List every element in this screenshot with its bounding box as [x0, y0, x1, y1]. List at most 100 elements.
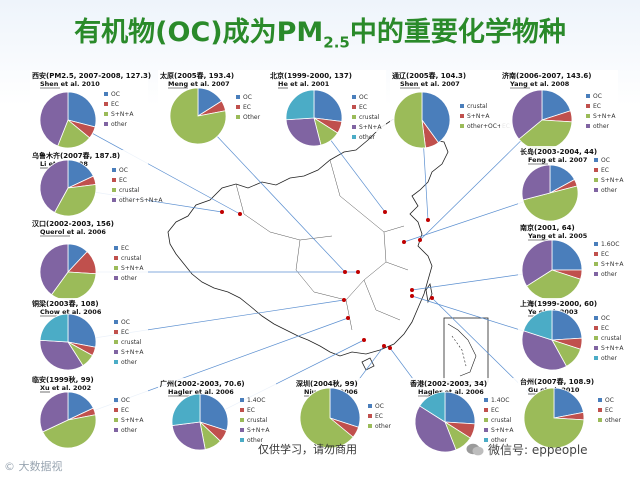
pie-panel: 北京(1999-2000, 137)He et al. 2001 OC EC crus… [268, 70, 386, 147]
pie-reference: Shen et al. 2007 [400, 80, 460, 88]
legend-swatch [352, 95, 356, 99]
legend-swatch [114, 360, 118, 364]
pie-slice [419, 391, 446, 423]
city-marker [430, 296, 434, 300]
pie-slice [171, 421, 206, 451]
legend-label: crustal [247, 417, 268, 424]
pie-slice [39, 313, 69, 343]
legend-label: OC [605, 397, 614, 404]
legend-swatch [594, 188, 598, 192]
pie-slice [39, 159, 69, 214]
legend-swatch [104, 92, 108, 96]
pie-slice [522, 309, 553, 341]
pie-heading: 临安(1999秋, 99) [32, 375, 94, 384]
pie-slice [551, 239, 583, 271]
legend-label: EC [605, 407, 613, 414]
legend-swatch [586, 124, 590, 128]
legend-label: crustal [119, 187, 140, 194]
legend-label: other+OC+EC [467, 123, 510, 130]
city-marker [383, 210, 387, 214]
legend-label: other [247, 437, 264, 444]
legend-swatch [114, 256, 118, 260]
legend-swatch [352, 125, 356, 129]
pie-heading: 太原(2005春, 193.4) [160, 71, 234, 80]
leader-line [67, 119, 241, 215]
inset-coastline [447, 323, 477, 377]
pie-reference: Feng et al. 2007 [528, 156, 587, 164]
legend-label: OC [111, 91, 120, 98]
pie-slice [521, 164, 551, 201]
legend-label: EC [111, 101, 119, 108]
pie-reference: Xu et al. 2002 [40, 384, 91, 392]
legend-label: S+N+A [593, 113, 616, 120]
legend-swatch [236, 105, 240, 109]
legend-label: EC [601, 251, 609, 258]
page-title: 有机物(OC)成为PM2.5中的重要化学物种 [0, 10, 640, 51]
legend-label: EC [593, 103, 601, 110]
pie-slice [511, 89, 543, 140]
legend-label: S+N+A [247, 427, 270, 434]
pie-slice [551, 309, 583, 341]
pie-slice [541, 89, 572, 121]
pie-reference: Yang et al. 2008 [509, 80, 570, 88]
pie-heading: 济南(2006-2007, 143.6) [502, 71, 592, 80]
legend-label: EC [247, 407, 255, 414]
pie-slice [285, 89, 315, 121]
legend-swatch [586, 94, 590, 98]
legend-swatch [114, 320, 118, 324]
legend-label: crustal [121, 339, 142, 346]
legend-label: crustal [467, 103, 488, 110]
city-marker [346, 316, 350, 320]
province-borders [235, 159, 409, 331]
legend-label: 1.6OC [601, 241, 619, 248]
city-marker [402, 240, 406, 244]
pie-slice [299, 387, 354, 449]
legend-swatch [112, 168, 116, 172]
pie-heading: 铜梁(2003春, 108) [32, 299, 99, 308]
pie-slice [42, 414, 97, 449]
legend-swatch [368, 404, 372, 408]
pie-panel: 长岛(2003-2004, 44)Feng et al. 2007 OC EC S+N… [518, 146, 636, 222]
legend-label: OC [359, 94, 368, 101]
city-marker [410, 294, 414, 298]
pie-heading: 香港(2002-2003, 34) [409, 379, 487, 388]
city-marker [342, 298, 346, 302]
pie-heading: 上海(1999-2000, 60) [520, 299, 597, 308]
city-marker [418, 238, 422, 242]
legend-label: 1.4OC [491, 397, 509, 404]
legend-swatch [114, 350, 118, 354]
legend-swatch [114, 398, 118, 402]
legend-label: other [601, 187, 618, 194]
pie-panel: 汉口(2002-2003, 156)Querol et al. 2006 EC cr… [30, 218, 148, 301]
pie-slice [313, 89, 343, 122]
city-marker [426, 218, 430, 222]
legend-swatch [368, 414, 372, 418]
pie-reference: Meng et al. 2007 [168, 80, 230, 88]
legend-swatch [104, 102, 108, 106]
legend-swatch [598, 398, 602, 402]
legend-swatch [104, 122, 108, 126]
city-marker [220, 210, 224, 214]
pie-slice [523, 387, 585, 449]
pie-heading: 南京(2001, 64) [520, 223, 575, 232]
legend-swatch [240, 428, 244, 432]
pie-slice [199, 393, 229, 432]
pie-heading: 通辽(2005春, 104.3) [392, 71, 466, 80]
legend-swatch [352, 135, 356, 139]
legend-label: 1.4OC [247, 397, 265, 404]
taiwan-island [425, 282, 433, 304]
legend-label: EC [375, 413, 383, 420]
legend-label: EC [359, 104, 367, 111]
legend-swatch [368, 424, 372, 428]
legend-swatch [484, 438, 488, 442]
legend-label: OC [593, 93, 602, 100]
legend-label: other [601, 355, 618, 362]
legend-label: OC [121, 319, 130, 326]
pie-panel: 铜梁(2003春, 108)Chow et al. 2006 OC EC crusta… [30, 298, 148, 371]
legend-swatch [114, 428, 118, 432]
legend-label: S+N+A [601, 261, 624, 268]
pie-heading: 长岛(2003-2004, 44) [520, 147, 597, 156]
legend-swatch [240, 408, 244, 412]
